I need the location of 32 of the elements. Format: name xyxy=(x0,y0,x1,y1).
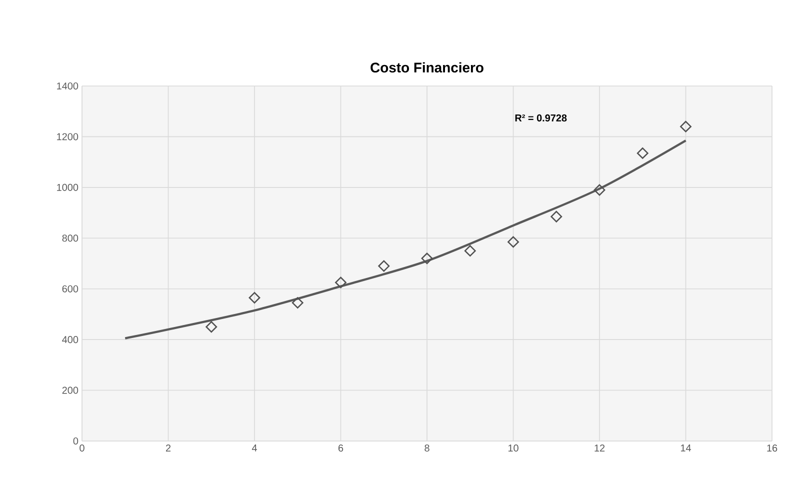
x-tick-label: 12 xyxy=(594,444,605,452)
point xyxy=(464,245,476,257)
y-tick-label: 1200 xyxy=(57,133,78,140)
point xyxy=(680,120,692,132)
point xyxy=(421,252,433,264)
y-tick-label: 1400 xyxy=(57,82,78,90)
y-tick-label: 600 xyxy=(62,285,78,292)
point xyxy=(206,321,218,333)
point xyxy=(594,184,606,196)
point xyxy=(636,147,648,159)
x-tick-label: 0 xyxy=(80,444,84,452)
x-tick-label: 6 xyxy=(338,444,344,452)
point xyxy=(292,297,304,309)
x-tick-label: 14 xyxy=(680,444,692,452)
x-tick-label: 10 xyxy=(508,444,518,452)
chart-title: Costo Financiero xyxy=(370,62,484,73)
y-tick-label: 400 xyxy=(62,336,78,344)
y-tick-label: 1000 xyxy=(57,184,78,191)
annotation: R² = 0.9728 xyxy=(515,114,567,122)
y-tick-label: 800 xyxy=(62,234,78,242)
x-tick-label: 4 xyxy=(252,444,257,452)
point xyxy=(335,276,346,288)
point xyxy=(508,236,519,248)
y-tick-label: 200 xyxy=(62,386,78,394)
point xyxy=(248,292,260,304)
point xyxy=(550,210,562,222)
x-tick-label: 2 xyxy=(166,444,171,452)
line-series xyxy=(124,139,687,340)
y-tick-label: 0 xyxy=(73,437,78,445)
point xyxy=(378,260,390,272)
x-tick-label: 8 xyxy=(424,444,430,452)
x-tick-label: 16 xyxy=(767,444,778,452)
